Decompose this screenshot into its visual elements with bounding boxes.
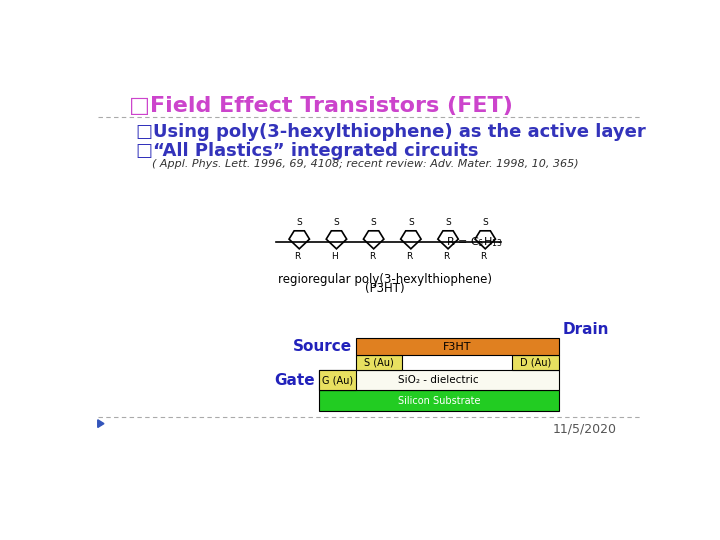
Text: R = C$_6$H$_{13}$: R = C$_6$H$_{13}$ xyxy=(446,235,503,249)
Text: Gate: Gate xyxy=(274,373,315,388)
Text: R: R xyxy=(294,252,301,261)
Text: R: R xyxy=(480,252,487,261)
Text: ( Appl. Phys. Lett. 1996, 69, 4108; recent review: Adv. Mater. 1998, 10, 365): ( Appl. Phys. Lett. 1996, 69, 4108; rece… xyxy=(152,159,579,168)
Text: D (Au): D (Au) xyxy=(520,358,552,368)
Bar xyxy=(319,370,356,390)
Text: regioregular poly(3-hexylthiophene): regioregular poly(3-hexylthiophene) xyxy=(277,273,492,286)
Text: □Field Effect Transistors (FET): □Field Effect Transistors (FET) xyxy=(129,96,513,116)
Text: □Using poly(3-hexylthiophene) as the active layer: □Using poly(3-hexylthiophene) as the act… xyxy=(137,123,647,141)
Text: S: S xyxy=(408,218,414,227)
Text: SiO₂ - dielectric: SiO₂ - dielectric xyxy=(398,375,479,385)
Text: S: S xyxy=(297,218,302,227)
Text: G (Au): G (Au) xyxy=(322,375,353,385)
Text: S: S xyxy=(482,218,488,227)
Text: 11/5/2020: 11/5/2020 xyxy=(553,422,617,435)
Text: F3HT: F3HT xyxy=(443,342,472,352)
Bar xyxy=(356,338,559,355)
Bar xyxy=(356,355,402,370)
Text: (P3HT): (P3HT) xyxy=(365,282,405,295)
Text: R: R xyxy=(406,252,413,261)
Text: R: R xyxy=(369,252,375,261)
Text: H: H xyxy=(331,252,338,261)
Bar xyxy=(319,370,559,390)
Text: Source: Source xyxy=(293,339,352,354)
Bar xyxy=(513,355,559,370)
Text: S (Au): S (Au) xyxy=(364,358,394,368)
Bar xyxy=(319,390,559,411)
Text: Drain: Drain xyxy=(563,322,609,336)
Polygon shape xyxy=(98,420,104,428)
Text: S: S xyxy=(333,218,339,227)
Text: Silicon Substrate: Silicon Substrate xyxy=(397,395,480,406)
Text: □“All Plastics” integrated circuits: □“All Plastics” integrated circuits xyxy=(137,142,479,160)
Text: R: R xyxy=(444,252,449,261)
Text: S: S xyxy=(445,218,451,227)
Text: S: S xyxy=(371,218,377,227)
